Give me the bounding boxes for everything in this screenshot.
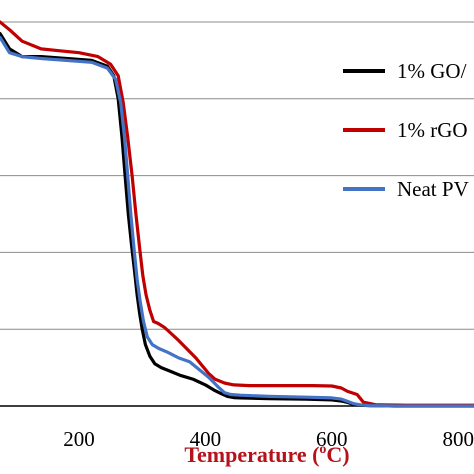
x-tick-labels: 200 400 600 800 <box>63 427 474 451</box>
x-axis-title-main: Temperature ( <box>184 442 319 467</box>
legend-label: 1% GO/ <box>397 59 467 83</box>
series-line <box>0 31 474 408</box>
x-axis-title: Temperature (oC) <box>184 442 349 467</box>
gridlines <box>0 21 474 330</box>
x-tick-label: 800 <box>442 427 474 451</box>
series-line <box>0 35 474 408</box>
x-tick-label: 400 <box>190 427 222 451</box>
x-tick-label: 600 <box>316 427 348 451</box>
legend-label: 1% rGO <box>397 118 468 142</box>
x-tick-label: 200 <box>63 427 95 451</box>
legend-label: Neat PV <box>397 177 469 201</box>
legend: 1% GO/1% rGO Neat PV <box>343 59 469 201</box>
x-axis-title-unit: C) <box>326 442 349 467</box>
series-lines <box>0 20 474 408</box>
x-axis-title-superscript: o <box>319 442 326 457</box>
series-line <box>0 20 474 407</box>
